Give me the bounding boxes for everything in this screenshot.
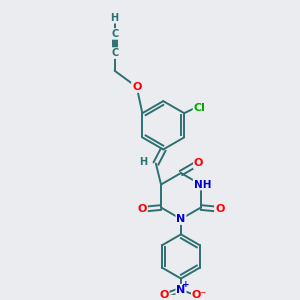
Text: +: + <box>182 280 189 289</box>
Text: O: O <box>215 204 224 214</box>
Text: O⁻: O⁻ <box>192 290 207 300</box>
Text: O: O <box>194 158 203 168</box>
Text: N: N <box>176 285 186 295</box>
Text: N: N <box>176 214 186 224</box>
Text: O: O <box>132 82 141 92</box>
Text: H: H <box>111 13 119 23</box>
Text: Cl: Cl <box>194 103 206 113</box>
Text: O: O <box>137 204 147 214</box>
Text: C: C <box>111 48 118 58</box>
Text: C: C <box>111 29 118 39</box>
Text: NH: NH <box>194 179 211 190</box>
Text: H: H <box>140 157 148 167</box>
Text: O: O <box>159 290 169 300</box>
